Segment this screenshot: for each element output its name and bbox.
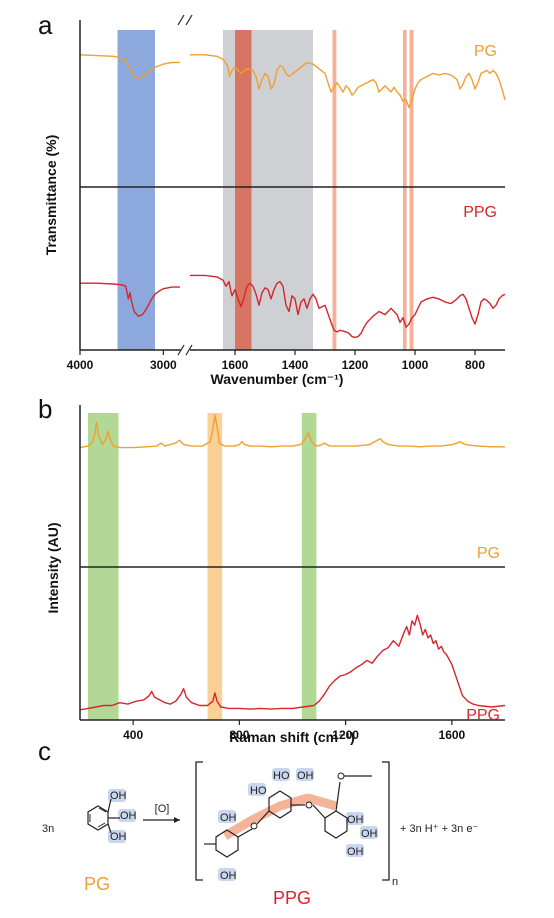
raman-series-label-ppg: PPG <box>466 707 500 724</box>
axis-break-gap <box>181 14 190 26</box>
ftir-line-ppg-segment-0 <box>80 282 180 317</box>
bond <box>237 828 253 838</box>
oh-label: OH <box>220 870 237 882</box>
raman-axes <box>79 405 505 721</box>
bond-highlight <box>222 793 338 840</box>
oh-label: OH <box>110 790 127 802</box>
raman-line-ppg <box>79 614 506 711</box>
oh-label: OH <box>361 828 378 840</box>
bond <box>335 781 341 812</box>
ftir-tick-label: 1400 <box>282 358 309 372</box>
axis-break-mark <box>185 344 193 356</box>
oxidant-label: [O] <box>155 803 170 815</box>
oh-highlight <box>108 789 126 802</box>
reaction-scheme: 3n OH OH OH PG [O] n <box>42 761 478 908</box>
panel-letter-c: c <box>38 736 51 766</box>
raman-tick-label: 400 <box>123 728 143 742</box>
oh-label: HO <box>250 785 267 797</box>
ftir-y-axis-label: Transmittance (%) <box>43 135 59 256</box>
ftir-tick-label: 3000 <box>150 358 177 372</box>
ftir-series-label-pg: PG <box>474 43 497 60</box>
ftir-x-ticks: 4000 3000 1600 1400 1200 1000 800 <box>67 350 485 372</box>
oh-highlight <box>346 844 364 857</box>
ftir-axes <box>79 14 505 356</box>
oh-highlight <box>218 868 236 881</box>
ftir-band-0 <box>117 30 155 350</box>
ftir-tick-label: 1000 <box>402 358 429 372</box>
reaction-arrow-head <box>174 817 180 823</box>
ftir-line-pg-segment-0 <box>79 54 180 79</box>
raman-line-pg <box>79 414 505 449</box>
products-text: + 3n H⁺ + 3n e⁻ <box>400 823 478 835</box>
panel-letter-b: b <box>38 394 52 424</box>
raman-x-axis-label: Raman shift (cm⁻¹) <box>229 729 355 745</box>
pg-molecule: OH OH OH <box>87 789 137 843</box>
right-bracket <box>382 761 390 881</box>
ftir-panel: 4000 3000 1600 1400 1200 1000 800 PG PPG Waven… <box>43 14 506 387</box>
oh-highlight <box>272 768 290 781</box>
bond <box>256 810 270 825</box>
ftir-tick-label: 4000 <box>67 358 94 372</box>
ftir-tick-label: 800 <box>465 358 485 372</box>
ftir-spectra <box>79 54 506 339</box>
oxygen-atom <box>305 801 313 809</box>
ftir-tick-label: 1200 <box>342 358 369 372</box>
oh-highlight <box>296 768 314 781</box>
oh-label: HO <box>273 770 290 782</box>
oh-highlight <box>108 830 126 843</box>
pg-label: PG <box>84 874 110 894</box>
double-bond <box>98 807 107 813</box>
axis-break-mark <box>177 344 185 356</box>
raman-spectra <box>79 414 506 711</box>
coefficient-3n: 3n <box>42 823 54 835</box>
panel-letter-a: a <box>38 10 53 40</box>
oh-highlight <box>218 810 236 823</box>
oh-label: OH <box>347 814 364 826</box>
ppg-label: PPG <box>273 888 311 908</box>
raman-x-ticks: 400 800 1200 1600 <box>123 720 466 742</box>
ftir-tick-label: 1600 <box>222 358 249 372</box>
raman-panel: 400 800 1200 1600 PG PPG Raman shift (cm⁻¹)… <box>45 405 506 745</box>
benzene-ring <box>324 810 348 839</box>
bond <box>107 823 112 834</box>
double-bond <box>97 822 106 828</box>
ppg-molecule: HO OH OH HO OH OH OH OH <box>204 768 378 882</box>
oh-label: OH <box>120 810 137 822</box>
ftir-highlight-bands <box>117 30 414 350</box>
raman-series-label-pg: PG <box>477 545 500 562</box>
benzene-ring <box>268 790 292 819</box>
ftir-band-3 <box>332 30 337 350</box>
oxygen-atom <box>337 772 345 780</box>
oh-label: OH <box>347 846 364 858</box>
repeat-subscript: n <box>392 876 398 888</box>
raman-tick-label: 800 <box>229 728 249 742</box>
ftir-band-2 <box>235 30 252 350</box>
axis-break-mark <box>177 14 185 26</box>
raman-y-axis-label: Intensity (AU) <box>45 523 61 614</box>
oh-highlight <box>118 809 136 822</box>
axis-break-gap <box>181 344 190 356</box>
oh-highlight <box>360 826 378 839</box>
ftir-line-pg-segment-1 <box>190 54 506 109</box>
axis-break-mark <box>185 14 193 26</box>
ftir-series-label-ppg: PPG <box>463 204 497 221</box>
raman-tick-label: 1200 <box>332 728 359 742</box>
benzene-ring <box>87 805 109 831</box>
left-bracket <box>195 761 203 881</box>
raman-tick-label: 1600 <box>439 728 466 742</box>
bond <box>312 804 326 819</box>
ftir-x-axis-label: Wavenumber (cm⁻¹) <box>211 371 344 387</box>
oh-highlight <box>346 812 364 825</box>
ftir-band-5 <box>409 30 414 350</box>
oh-label: OH <box>220 812 237 824</box>
ftir-line-ppg-segment-1 <box>190 274 506 339</box>
bond <box>107 798 112 813</box>
oxygen-atom <box>250 822 258 830</box>
oh-label: OH <box>110 831 127 843</box>
oh-label: OH <box>297 770 314 782</box>
ftir-band-4 <box>403 30 407 350</box>
oh-highlight <box>248 783 266 796</box>
